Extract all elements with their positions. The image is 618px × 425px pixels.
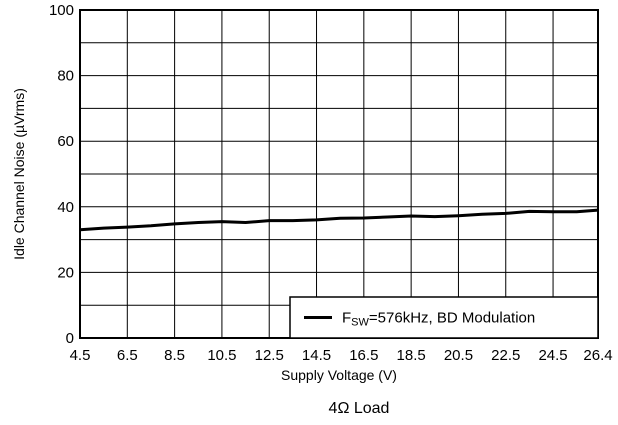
x-tick-label: 6.5 (117, 347, 138, 364)
y-axis-title: Idle Channel Noise (µVrms) (11, 88, 27, 260)
x-tick-label: 8.5 (164, 347, 185, 364)
legend-label: FSW=576kHz, BD Modulation (342, 310, 535, 329)
x-tick-label: 16.5 (349, 347, 378, 364)
y-tick-label: 20 (57, 264, 74, 281)
y-tick-labels: 0 20 40 60 80 100 (49, 2, 74, 347)
y-tick-label: 40 (57, 199, 74, 216)
x-tick-label: 10.5 (207, 347, 236, 364)
y-tick-label: 0 (66, 330, 74, 347)
x-tick-label: 14.5 (302, 347, 331, 364)
x-tick-label: 22.5 (491, 347, 520, 364)
x-tick-label: 4.5 (70, 347, 91, 364)
x-tick-label: 12.5 (255, 347, 284, 364)
legend-label-subscript: SW (351, 317, 369, 329)
x-tick-labels: 4.5 6.5 8.5 10.5 12.5 14.5 16.5 18.5 20.5 22.5 24.… (70, 347, 613, 364)
chart-caption: 4Ω Load (329, 400, 390, 417)
series-group (80, 210, 598, 230)
grid (80, 10, 598, 338)
x-tick-label: 24.5 (538, 347, 567, 364)
x-tick-label: 18.5 (397, 347, 426, 364)
legend: FSW=576kHz, BD Modulation (290, 297, 598, 338)
y-tick-label: 100 (49, 2, 74, 19)
x-tick-label: 26.4 (583, 347, 612, 364)
legend-label-suffix: =576kHz, BD Modulation (369, 310, 535, 327)
y-tick-label: 60 (57, 133, 74, 150)
legend-label-prefix: F (342, 310, 351, 327)
x-axis-title: Supply Voltage (V) (281, 367, 397, 383)
y-tick-label: 80 (57, 68, 74, 85)
x-tick-label: 20.5 (444, 347, 473, 364)
series-line (80, 210, 598, 230)
